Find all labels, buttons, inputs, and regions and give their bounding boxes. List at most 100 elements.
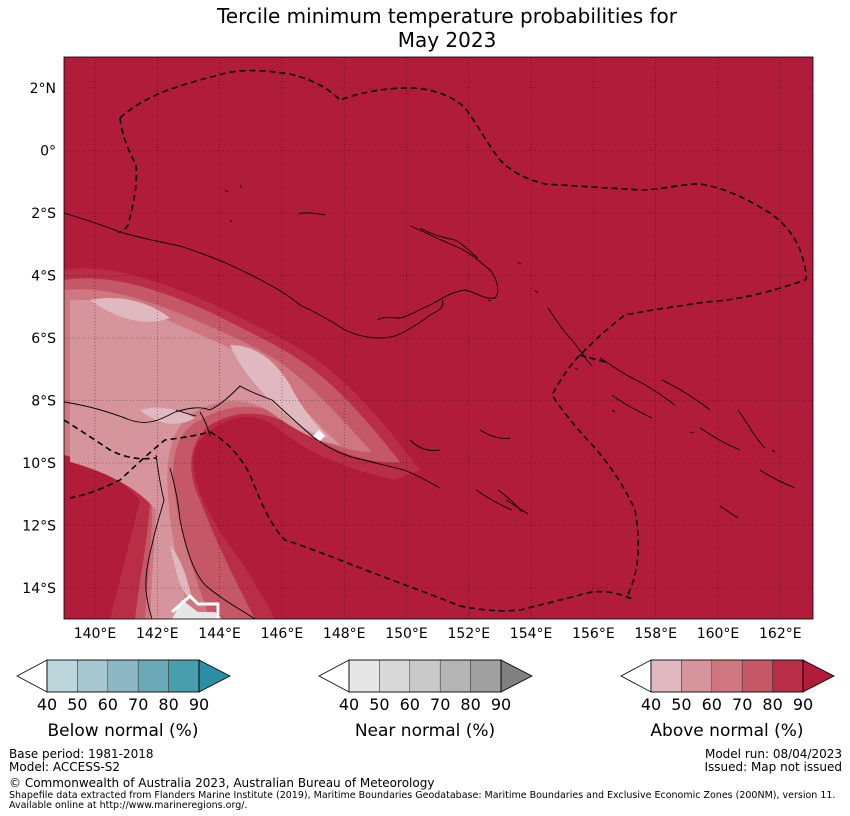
colorbar-tick-label: 70 [128,695,148,714]
colorbar-2: 40 50 60 70 80 90 Near normal (%) [318,659,533,741]
solomon-islands-coast [599,357,796,519]
lon-label: 148°E [323,626,366,642]
small-islands [224,184,776,453]
lon-label: 144°E [198,626,241,642]
lat-label: 2°S [31,206,56,222]
colorbars: 40 50 60 70 80 90 Below normal (%) 40 50 60 70 80 90… [16,659,835,741]
colorbar-extend-high [500,659,533,693]
colorbar-tick-label: 50 [67,695,87,714]
lon-label: 152°E [448,626,491,642]
probability-shading [64,268,420,619]
colorbar-segment [711,659,743,693]
lat-label: 8°S [31,394,56,410]
colorbar-segment [107,659,139,693]
shade-white-edge [171,593,220,619]
colorbar-segment [470,659,502,693]
colorbar-segment [681,659,713,693]
colorbar-segment [650,659,682,693]
cape-york-boundary [64,419,157,460]
colorbar-tick-label: 60 [702,695,722,714]
new-guinea-north-coast [64,212,444,339]
torres-strait-coast [175,409,211,437]
colorbar-segment [46,659,78,693]
colorbar-title: Above normal (%) [650,721,803,741]
colorbar-tick-label: 90 [189,695,209,714]
map-panel [64,57,813,619]
lat-label: 10°S [22,456,56,472]
map-frame [63,56,814,620]
coastlines [64,212,796,619]
colorbar-segment [77,659,109,693]
new-ireland-coast [419,227,479,259]
colorbar-tick-label: 50 [671,695,691,714]
island [224,184,776,453]
colorbar-3: 40 50 60 70 80 90 Above normal (%) [620,659,835,741]
colorbar-segment [439,659,471,693]
title-line-1: Tercile minimum temperature probabilitie… [216,4,678,28]
new-guinea-south-coast [64,385,441,489]
lat-label: 2°N [30,81,56,97]
issued-text: Issued: Map not issued [704,760,842,774]
new-britain-coast [377,225,499,321]
colorbar-1: 40 50 60 70 80 90 Below normal (%) [16,659,231,741]
model-run-text: Model run: 08/04/2023 [704,747,842,761]
colorbar-tick-label: 40 [641,695,661,714]
colorbar-extend-low [620,659,652,693]
lat-label: 6°S [31,331,56,347]
colorbar-outline [46,659,200,693]
lon-label: 162°E [759,626,802,642]
colorbar-segment [168,659,200,693]
bougainville-coast [547,307,593,367]
colorbar-extend-low [16,659,48,693]
model-text: Model: ACCESS-S2 [9,760,121,774]
png-indonesia-boundary [117,117,138,233]
colorbar-tick-label: 70 [430,695,450,714]
colorbar-extend-low [318,659,350,693]
png-solomon-boundary [579,354,606,363]
lon-label: 146°E [261,626,304,642]
lon-label: 158°E [634,626,677,642]
shade-below-40 [172,600,222,619]
colorbar-segment [348,659,380,693]
chart-title: Tercile minimum temperature probabilitie… [0,4,850,52]
colorbar-extend-high [802,659,835,693]
lon-label: 160°E [697,626,740,642]
shapefile-credit-line-2: Available online at http://www.marinereg… [9,800,248,811]
lat-label: 0° [40,144,56,160]
lon-label: 140°E [74,626,117,642]
copyright-text: © Commonwealth of Australia 2023, Austra… [9,776,435,790]
colorbar-tick-label: 50 [369,695,389,714]
lon-label: 150°E [385,626,428,642]
colorbar-segment [379,659,411,693]
latitude-labels: 2°N 0° 2°S 4°S 6°S 8°S 10°S 12°S 14°S [22,81,56,597]
colorbar-tick-label: 40 [339,695,359,714]
lat-label: 12°S [22,519,56,535]
colorbar-segment [741,659,773,693]
maritime-boundaries [64,69,808,612]
colorbar-segment [137,659,169,693]
shapefile-credit-line-1: Shapefile data extracted from Flanders M… [9,790,836,801]
lon-label: 142°E [136,626,179,642]
colorbar-tick-label: 40 [37,695,57,714]
title-line-2: May 2023 [397,28,497,52]
longitude-labels: 140°E 142°E 144°E 146°E 148°E 150°E 152°E 154°E… [74,626,802,642]
colorbar-segment [772,659,804,693]
lat-label: 14°S [22,581,56,597]
lon-label: 154°E [510,626,553,642]
colorbar-title: Below normal (%) [48,721,199,741]
cape-york-coast [145,454,165,619]
gridlines [64,57,813,619]
colorbar-tick-label: 70 [732,695,752,714]
cape-york-east-coast [169,467,256,619]
lat-label: 4°S [31,269,56,285]
colorbar-title: Near normal (%) [355,721,495,741]
colorbar-tick-label: 60 [98,695,118,714]
colorbar-tick-label: 80 [158,695,178,714]
louisiade-islands-coast [409,429,529,515]
colorbar-outline [650,659,804,693]
colorbar-tick-label: 80 [460,695,480,714]
colorbar-tick-label: 80 [762,695,782,714]
shade-band-40-50 [90,298,328,600]
colorbar-extend-high [198,659,231,693]
